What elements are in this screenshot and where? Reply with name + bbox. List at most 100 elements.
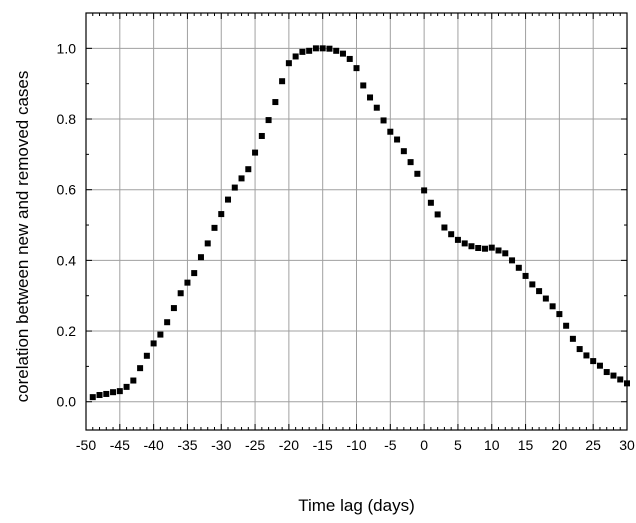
data-point [556,311,563,318]
data-point [536,288,543,295]
x-tick-label: 25 [585,437,601,453]
data-point [461,240,468,247]
data-point [137,365,144,372]
x-tick-label: -40 [144,437,164,453]
data-point [441,224,448,231]
data-point [319,45,326,52]
data-point [454,236,461,243]
data-point [346,55,353,62]
data-point [394,136,401,143]
x-tick-label: -50 [76,437,96,453]
x-tick-label: -20 [279,437,299,453]
data-point [603,369,610,376]
data-point [130,377,137,384]
y-tick-label: 0.2 [57,323,77,339]
data-point [89,394,96,401]
y-tick-label: 0.0 [57,394,77,410]
data-point [481,245,488,252]
x-tick-label: 5 [454,437,462,453]
data-point [400,148,407,155]
x-tick-label: 20 [552,437,568,453]
data-point [164,319,171,326]
x-tick-label: -15 [313,437,333,453]
data-point [495,247,502,254]
data-point [515,264,522,271]
grid-lines [85,13,628,430]
x-axis-title: Time lag (days) [298,496,415,515]
data-point [245,166,252,173]
data-point [563,322,570,329]
data-point [184,279,191,286]
data-point [218,211,225,218]
data-point [569,335,576,342]
data-point [123,383,130,390]
x-tick-label: -30 [211,437,231,453]
data-point [590,358,597,365]
data-point [116,388,123,395]
data-point [610,372,617,379]
data-point [596,362,603,369]
y-axis-title: corelation between new and removed cases [13,71,32,403]
data-point [225,196,232,203]
data-point [367,94,374,101]
x-tick-label: 15 [518,437,534,453]
data-point [110,389,117,396]
data-point [576,346,583,353]
y-tick-labels: 0.0 0.2 0.4 0.6 0.8 1.0 [57,40,77,409]
data-point [421,187,428,194]
data-point [238,175,245,182]
y-tick-label: 1.0 [57,40,77,56]
data-point [373,104,380,111]
data-point [448,231,455,238]
y-tick-label: 0.8 [57,111,77,127]
data-point [103,390,110,397]
data-point [387,128,394,135]
data-point [353,65,360,72]
data-point [326,45,333,52]
y-tick-label: 0.6 [57,182,77,198]
data-point [434,211,441,218]
data-point [96,392,103,399]
x-tick-label: 10 [484,437,500,453]
x-tick-label: 0 [420,437,428,453]
x-tick-label: -25 [245,437,265,453]
data-point [427,199,434,206]
data-point [475,245,482,252]
data-point [488,244,495,251]
data-point [522,272,529,279]
data-point [272,99,279,106]
data-point [143,352,150,359]
data-point [617,376,624,383]
data-point [468,243,475,250]
data-point [414,170,421,177]
data-point [407,159,414,166]
data-point [360,82,367,89]
data-point [285,60,292,67]
data-point [191,270,198,277]
data-point [312,45,319,52]
data-point [583,352,590,359]
data-point [231,184,238,191]
data-point [306,47,313,54]
x-tick-label: -10 [346,437,366,453]
data-point [292,53,299,60]
axis-ticks [85,12,628,430]
x-tick-label: -5 [384,437,397,453]
data-point [197,254,204,261]
data-point [177,290,184,297]
data-point [265,117,272,124]
data-point [258,132,265,139]
data-point [333,47,340,54]
data-point [509,257,516,264]
data-point [279,78,286,85]
data-point [157,331,164,338]
x-tick-label: -45 [110,437,130,453]
data-point [299,48,306,55]
x-tick-label: 30 [619,437,635,453]
x-tick-labels: -50 -45 -40 -35 -30 -25 -20 -15 -10 -5 0 5 10 15 20 25 3… [76,437,635,453]
data-point [252,149,259,156]
data-point [150,340,157,347]
data-point [529,281,536,288]
data-point [542,295,549,302]
